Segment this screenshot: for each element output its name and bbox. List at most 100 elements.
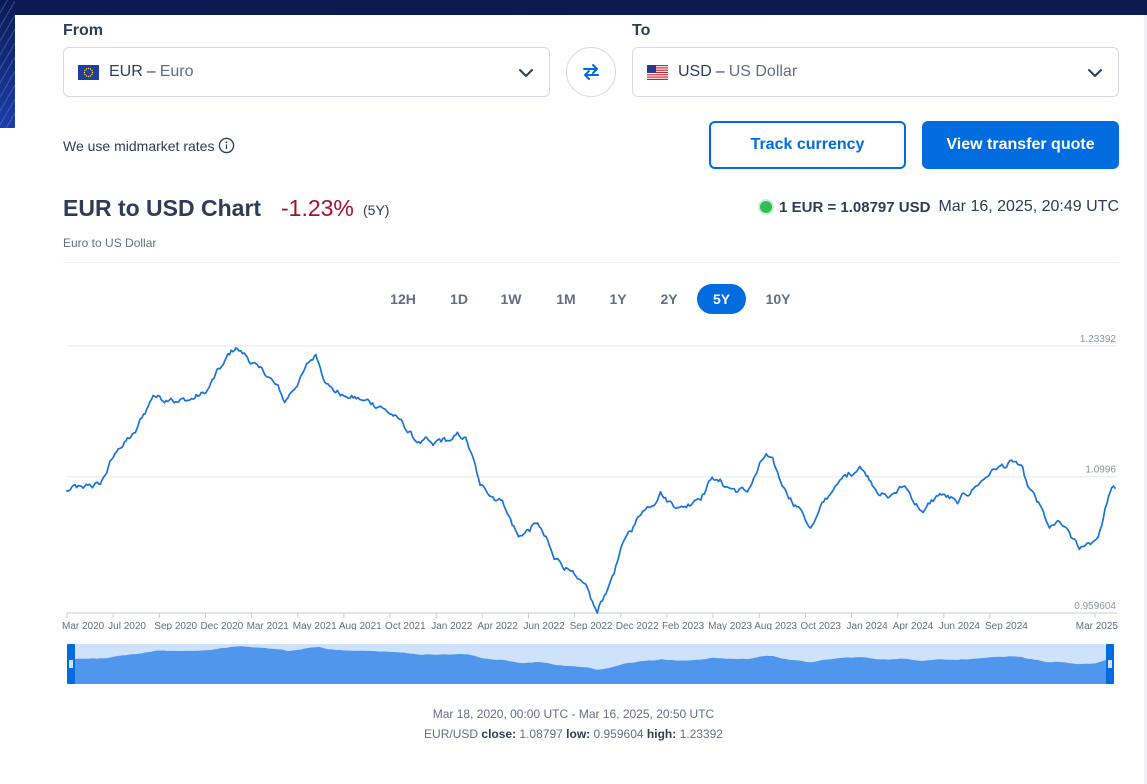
data-point [187,399,190,402]
data-point [809,527,812,529]
data-point [464,436,467,439]
from-currency-select[interactable]: EUR – Euro [63,47,550,97]
data-point [66,490,68,492]
data-point [991,468,994,471]
exchange-rate-chart[interactable]: 1.23392 1.0996 0.959604 Mar 2020 Jul 2020 Sep… [0,330,1147,630]
low-label: low: [566,727,591,741]
data-point [1015,460,1018,463]
side-banner [0,0,15,128]
close-value: 1.08797 [519,727,563,741]
y-tick-label: 1.23392 [1080,334,1117,345]
rate-series-line [66,347,1116,614]
data-point [711,476,714,479]
chevron-down-icon [519,69,533,77]
x-tick-label: Jun 2022 [524,621,566,630]
data-point [1114,487,1116,489]
data-point [659,491,662,493]
data-point [344,395,346,398]
to-label: To [632,22,651,39]
data-point [858,465,861,468]
x-tick-label: Jul 2020 [108,621,146,630]
divider [63,262,1119,263]
data-point [283,401,286,404]
chevron-down-icon [1088,69,1102,77]
period-tab-2y[interactable]: 2Y [660,291,678,307]
eu-flag-icon [78,64,99,80]
from-currency-code: EUR [109,63,143,80]
data-point [799,507,802,510]
data-point [922,511,924,514]
data-point [571,569,574,572]
data-point [956,502,959,505]
change-percent: -1.23% [281,195,354,221]
data-point [903,485,906,487]
data-point [536,522,539,524]
x-tick-label: Mar 2021 [247,621,290,630]
ohlc-summary: EUR/USD close: 1.08797 low: 0.959604 hig… [0,727,1147,741]
period-tab-1d[interactable]: 1D [450,291,468,307]
data-point [1078,548,1081,551]
handle-grip [1108,660,1112,668]
data-point [222,363,225,366]
data-point [834,485,837,487]
period-tab-1y[interactable]: 1Y [609,291,627,307]
info-icon[interactable] [218,137,235,154]
data-point [693,499,696,502]
x-tick-label: Mar 2020 [62,621,105,630]
top-banner [0,0,1147,15]
period-tab-5y[interactable]: 5Y [697,284,746,314]
to-currency-code: USD [678,63,712,80]
rate-value: 1 EUR = 1.08797 USD [779,198,931,216]
x-tick-label: Feb 2023 [662,621,705,630]
change-period: (5Y) [363,202,390,218]
close-label: close: [481,727,517,741]
data-point [170,397,172,400]
data-point [258,366,260,369]
period-tab-12h[interactable]: 12H [390,291,416,307]
period-tab-1w[interactable]: 1W [500,291,522,307]
data-point [82,487,84,489]
data-point [235,346,237,349]
x-tick-label: Aug 2023 [754,621,797,630]
to-currency-dash: – [715,63,725,80]
navigator-area [72,646,1113,684]
data-point [274,382,276,385]
chart-subtitle: Euro to US Dollar [63,236,157,250]
x-tick-label: Apr 2024 [893,621,934,630]
data-point [152,394,155,397]
data-point [728,487,731,489]
page-edge [1144,15,1147,784]
x-tick-label: Mar 2025 [1076,621,1119,630]
chart-title: EUR to USD Chart [63,195,262,221]
data-point [414,440,417,443]
data-point [553,558,556,560]
y-tick-label: 1.0996 [1085,465,1116,476]
live-rate: 1 EUR = 1.08797 USD Mar 16, 2025, 20:49 … [760,198,1119,216]
track-currency-button[interactable]: Track currency [709,121,906,169]
from-currency-dash: – [146,63,156,80]
data-point [361,399,364,402]
to-currency-select[interactable]: USD – US Dollar [632,47,1119,97]
x-tick-label: Sep 2020 [154,621,197,630]
view-transfer-quote-button[interactable]: View transfer quote [922,121,1119,169]
handle-grip [69,660,73,668]
data-point [134,431,137,434]
period-tab-1m[interactable]: 1M [556,291,576,307]
range-navigator[interactable] [0,640,1147,688]
swap-currencies-button[interactable] [566,47,616,97]
data-point [746,491,749,493]
period-tab-10y[interactable]: 10Y [765,291,791,307]
data-point [99,483,102,486]
data-point [641,510,644,513]
x-tick-label: Jun 2024 [939,621,981,630]
x-tick-label: May 2021 [293,621,337,630]
x-tick-label: Oct 2021 [385,621,426,630]
data-point [379,405,382,408]
high-value: 1.23392 [679,727,723,741]
x-tick-label: Sep 2022 [570,621,613,630]
data-point [973,486,976,488]
data-point [397,417,399,419]
midmarket-text: We use midmarket rates [63,137,215,154]
low-value: 0.959604 [593,727,644,741]
data-point [606,588,609,591]
